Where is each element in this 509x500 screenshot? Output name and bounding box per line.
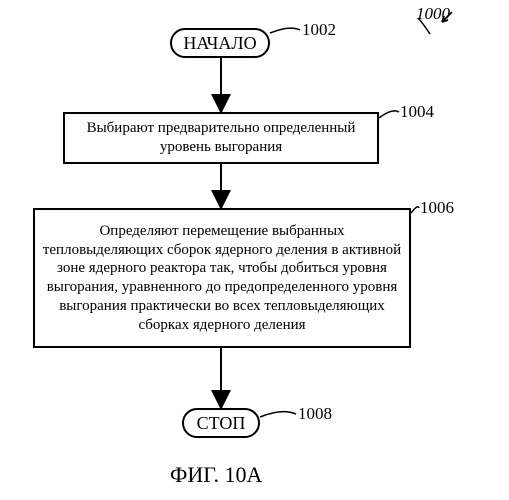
ref-label-1008: 1008 <box>298 404 332 424</box>
start-text: НАЧАЛО <box>183 33 256 54</box>
figure-id-label: 1000 <box>416 4 450 24</box>
step1-node: Выбирают предварительно определенный уро… <box>63 112 379 164</box>
ref-label-1002: 1002 <box>302 20 336 40</box>
step2-node: Определяют перемещение выбранных тепловы… <box>33 208 411 348</box>
step1-text: Выбирают предварительно определенный уро… <box>71 119 371 157</box>
figure-caption: ФИГ. 10A <box>170 462 262 488</box>
ref-label-1006: 1006 <box>420 198 454 218</box>
start-node: НАЧАЛО <box>170 28 270 58</box>
step2-text: Определяют перемещение выбранных тепловы… <box>41 222 403 335</box>
stop-node: СТОП <box>182 408 260 438</box>
ref-label-1004: 1004 <box>400 102 434 122</box>
stop-text: СТОП <box>197 413 246 434</box>
